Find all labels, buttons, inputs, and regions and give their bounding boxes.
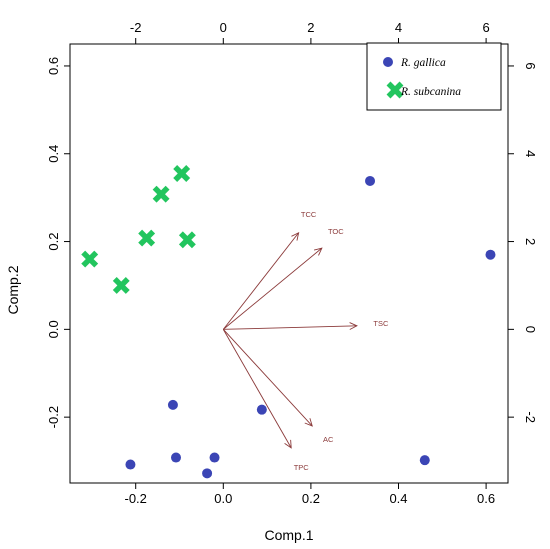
right-tick-label: 4 [523, 150, 538, 157]
loading-arrow-toc [223, 247, 323, 330]
loading-arrows: TCC TOC TSC AC TPC [222, 210, 389, 472]
point-gallica [365, 175, 376, 186]
loading-label-ac: AC [323, 435, 334, 444]
y-tick-label: -0.2 [46, 406, 61, 428]
point-gallica [256, 404, 267, 415]
top-tick-label: 0 [220, 20, 227, 35]
cross-stroke [386, 81, 404, 99]
point-gallica [485, 249, 496, 260]
point-subcanina [81, 250, 99, 268]
arrow-head [313, 247, 323, 256]
top-tick-label: -2 [130, 20, 142, 35]
cross-stroke [173, 165, 191, 182]
legend-box [366, 42, 502, 111]
x-tick-label: 0.2 [302, 491, 320, 506]
point-gallica [125, 459, 136, 470]
legend-label-subcanina: R. subcanina [400, 86, 461, 98]
left-axis: -0.2 0.0 0.2 0.4 0.6 [46, 57, 70, 428]
loading-label-tcc: TCC [301, 210, 317, 219]
cross-stroke [178, 231, 196, 249]
plot-border [69, 43, 509, 484]
bottom-axis: -0.2 0.0 0.2 0.4 0.6 [124, 483, 495, 506]
point-gallica [167, 399, 178, 410]
point-subcanina [152, 185, 170, 203]
arrow-head [304, 418, 313, 427]
arrow-head [291, 231, 300, 241]
legend-circle-marker [383, 57, 393, 67]
arrow-head [349, 322, 358, 330]
loading-arrow-tpc [222, 329, 292, 449]
top-axis: -2 0 2 4 6 [130, 20, 490, 44]
point-subcanina [112, 277, 130, 294]
point-subcanina [173, 165, 191, 182]
loading-arrow-tsc [223, 325, 357, 330]
x-tick-label: -0.2 [124, 491, 146, 506]
loading-label-tsc: TSC [373, 319, 389, 328]
x-tick-label: 0.6 [477, 491, 495, 506]
x-tick-label: 0.4 [389, 491, 407, 506]
cross-stroke [138, 229, 156, 247]
point-subcanina [178, 231, 196, 249]
loading-arrow-ac [222, 329, 313, 427]
top-tick-label: 4 [395, 20, 402, 35]
y-tick-label: 0.4 [46, 145, 61, 163]
right-tick-label: 6 [523, 62, 538, 69]
arrow-head [284, 439, 292, 449]
point-gallica [419, 455, 430, 466]
score-points [81, 165, 496, 479]
y-tick-label: 0.0 [46, 320, 61, 338]
point-gallica [170, 452, 181, 463]
point-gallica [209, 452, 220, 463]
legend-cross-marker [386, 81, 404, 99]
legend: R. gallica R. subcanina [366, 42, 502, 111]
right-tick-label: 0 [523, 326, 538, 333]
top-tick-label: 6 [482, 20, 489, 35]
y-axis-title: Comp.2 [5, 265, 21, 314]
right-axis: -2 0 2 4 6 [508, 62, 538, 423]
loading-label-tpc: TPC [294, 463, 310, 472]
right-tick-label: -2 [523, 411, 538, 423]
loading-arrow-tcc [222, 232, 299, 330]
legend-label-gallica: R. gallica [400, 57, 446, 69]
x-axis-title: Comp.1 [264, 527, 313, 543]
cross-stroke [112, 277, 130, 294]
cross-stroke [152, 185, 170, 203]
right-tick-label: 2 [523, 238, 538, 245]
plot-frame [69, 43, 509, 484]
top-tick-label: 2 [307, 20, 314, 35]
point-subcanina [138, 229, 156, 247]
cross-stroke [81, 250, 99, 268]
legend-cross-shape [386, 81, 404, 99]
point-gallica [202, 468, 213, 479]
loading-label-toc: TOC [328, 227, 344, 236]
y-tick-label: 0.6 [46, 57, 61, 75]
x-tick-label: 0.0 [214, 491, 232, 506]
y-tick-label: 0.2 [46, 233, 61, 251]
